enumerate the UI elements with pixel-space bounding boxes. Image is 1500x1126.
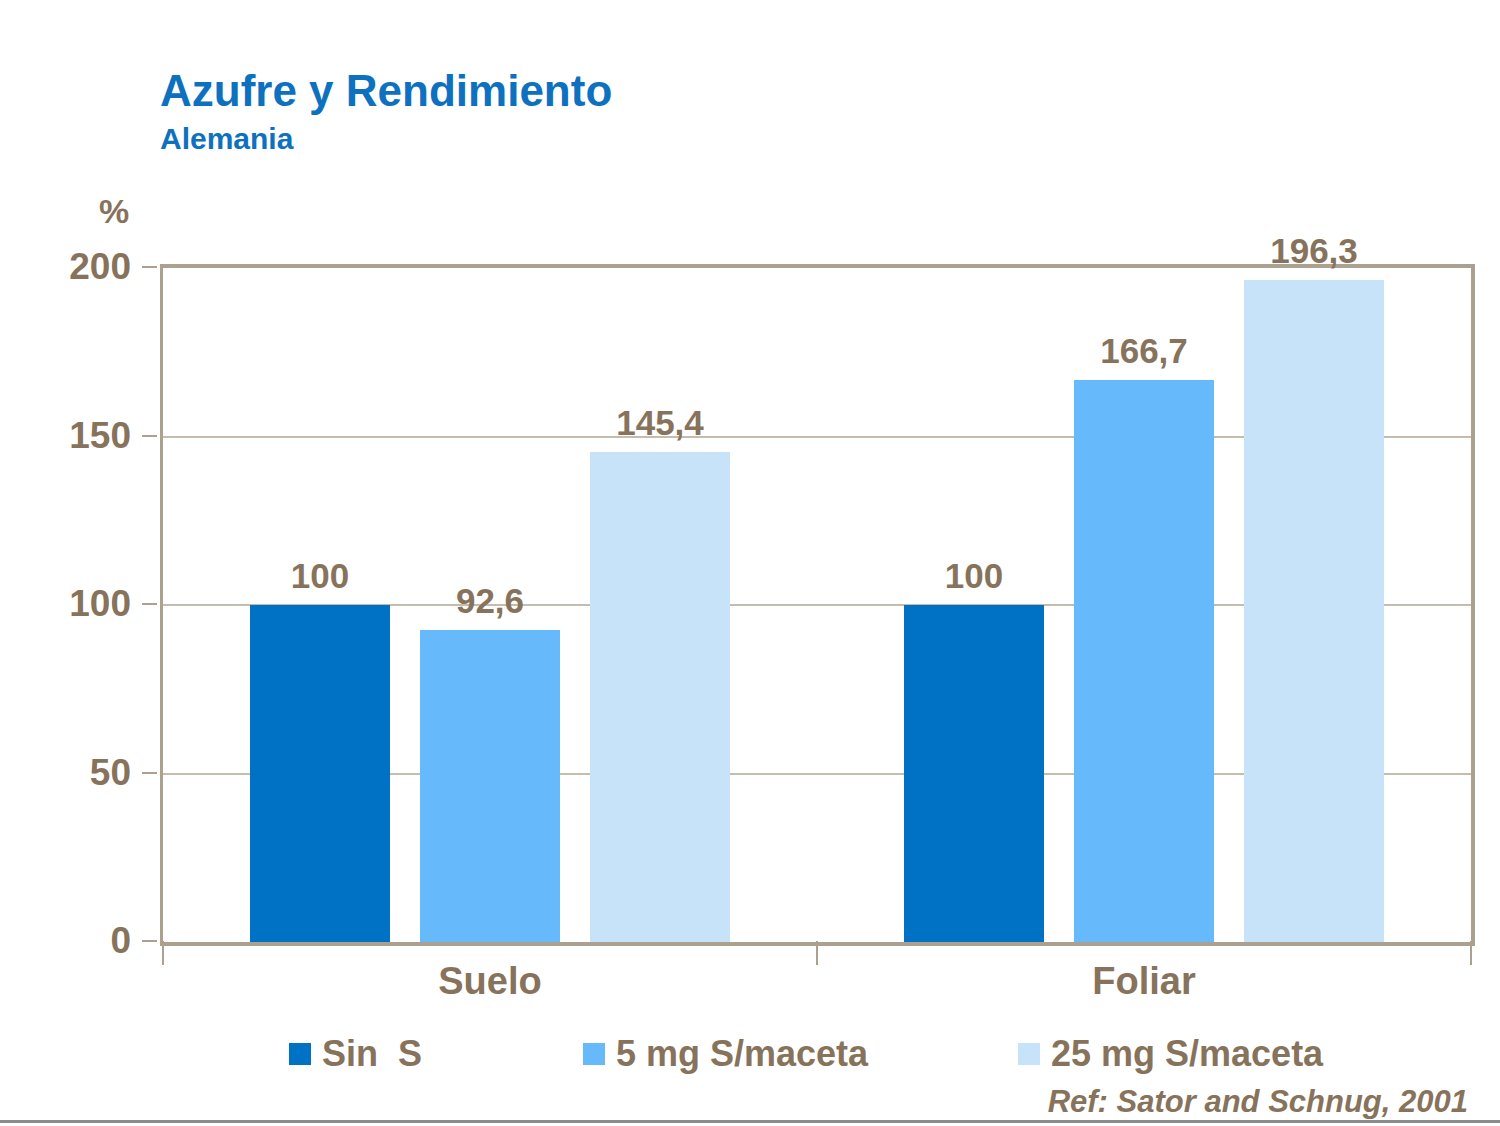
bar-suelo-series3 [590,452,730,942]
x-tick-mark-0 [162,941,164,965]
category-label-foliar: Foliar [994,960,1294,1003]
bar-value-label-foliar-series1: 100 [864,557,1084,595]
legend-swatch-25mg-icon [1018,1043,1040,1065]
legend-item-5mg: 5 mg S/maceta [583,1032,868,1076]
page-title: Azufre y Rendimiento [160,66,612,116]
slide: { "header": { "title": "Azufre y Rendimi… [0,0,1500,1126]
y-tick-label-100: 100 [36,584,131,624]
legend-label-25mg: 25 mg S/maceta [1051,1033,1323,1075]
y-tick-label-150: 150 [36,416,131,456]
bar-value-label-suelo-series3: 145,4 [550,404,770,442]
y-tick-mark-100 [142,603,157,605]
bar-value-label-foliar-series3: 196,3 [1204,232,1424,270]
bar-foliar-series1 [904,605,1044,942]
bar-value-label-foliar-series2: 166,7 [1034,332,1254,370]
bottom-divider-line [0,1120,1500,1123]
y-tick-label-50: 50 [36,753,131,793]
bar-suelo-series2 [420,630,560,942]
y-tick-mark-0 [142,940,157,942]
category-label-suelo: Suelo [340,960,640,1003]
y-tick-label-200: 200 [36,247,131,287]
x-tick-mark-1 [816,941,818,965]
bar-value-label-suelo-series2: 92,6 [380,582,600,620]
y-axis-unit-label: % [84,192,144,231]
reference-citation: Ref: Sator and Schnug, 2001 [668,1084,1468,1120]
legend-item-25mg: 25 mg S/maceta [1018,1032,1323,1076]
bar-foliar-series2 [1074,380,1214,942]
page-subtitle: Alemania [160,122,293,156]
bar-chart-plot-area: 10092,6145,4100166,7196,3 [160,264,1475,946]
y-tick-mark-50 [142,772,157,774]
bar-foliar-series3 [1244,280,1384,942]
y-tick-mark-200 [142,266,157,268]
y-tick-label-0: 0 [36,921,131,961]
bar-suelo-series1 [250,605,390,942]
legend-swatch-5mg-icon [583,1043,605,1065]
y-tick-mark-150 [142,435,157,437]
x-tick-mark-2 [1470,941,1472,965]
legend-label-sin-s: Sin S [322,1033,422,1075]
legend-label-5mg: 5 mg S/maceta [616,1033,868,1075]
legend-item-sin-s: Sin S [289,1032,422,1076]
legend-swatch-sin-s-icon [289,1043,311,1065]
